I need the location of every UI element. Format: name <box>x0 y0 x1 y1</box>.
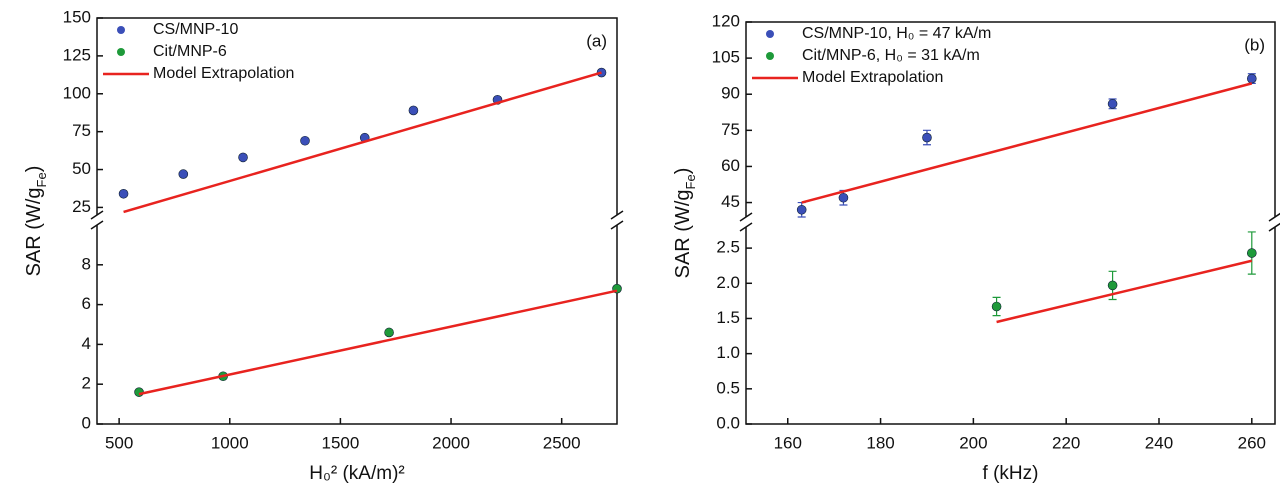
x-tick-label: 2000 <box>432 433 470 452</box>
data-point <box>134 387 144 397</box>
legend-label: CS/MNP-10, H₀ = 47 kA/m <box>802 25 991 42</box>
legend-swatch <box>766 30 774 38</box>
axis-break-mark <box>1268 212 1280 222</box>
x-axis-label: H₀² (kA/m)² <box>309 463 404 484</box>
y-tick-label: 0 <box>82 413 91 432</box>
x-tick-label: 220 <box>1052 433 1080 452</box>
data-point <box>838 192 849 203</box>
y-tick-label: 25 <box>72 197 91 216</box>
y-axis-label-part: SAR (W/g <box>23 187 45 276</box>
data-point <box>991 301 1002 312</box>
axis-break-mark <box>90 210 104 220</box>
data-point <box>1107 99 1118 109</box>
axis-break-mark <box>90 220 104 230</box>
y-tick-label: 2.0 <box>716 273 740 292</box>
panel: 500 1000 1500 2000 2500 0 2 4 6 8 25 50 75 100 125 150 H… <box>23 7 625 484</box>
y-axis-label: SAR (W/gFe) <box>23 166 49 277</box>
y-tick-label: 105 <box>712 48 740 67</box>
y-tick-label: 2.5 <box>716 238 740 257</box>
axis-break-mark <box>739 212 753 222</box>
axis-break-mark <box>739 222 753 232</box>
x-tick-label: 240 <box>1145 433 1173 452</box>
legend-label: Model Extrapolation <box>802 69 943 86</box>
data-point <box>384 327 394 338</box>
y-tick-label: 60 <box>721 156 740 175</box>
data-point <box>922 132 932 143</box>
x-tick-label: 500 <box>105 433 133 452</box>
break-gap <box>89 215 625 225</box>
model-line <box>801 82 1253 204</box>
y-axis-label-part: Fe <box>683 174 698 189</box>
y-tick-label: 6 <box>82 294 91 313</box>
y-tick-label: 2 <box>82 374 91 393</box>
y-tick-label: 90 <box>721 84 740 103</box>
axis-break-mark <box>610 220 624 230</box>
x-tick-label: 260 <box>1238 433 1266 452</box>
y-axis-label-part: ) <box>672 168 694 175</box>
legend-label: Cit/MNP-6, H₀ = 31 kA/m <box>802 47 980 64</box>
x-tick-label: 1500 <box>321 433 359 452</box>
data-point <box>238 152 248 163</box>
model-line <box>138 289 618 396</box>
y-tick-label: 1.5 <box>716 308 740 327</box>
data-point <box>796 204 807 215</box>
break-gap <box>738 217 1280 227</box>
y-tick-label: 1.0 <box>716 343 740 362</box>
axis-break-mark <box>1268 222 1280 232</box>
data-point <box>1107 280 1118 291</box>
data-point <box>300 135 310 146</box>
data-point <box>1246 73 1257 84</box>
y-tick-label: 75 <box>721 120 740 139</box>
data-point <box>118 188 129 199</box>
x-tick-label: 200 <box>959 433 987 452</box>
legend-label: Cit/MNP-6 <box>153 43 227 60</box>
y-axis-label: SAR (W/gFe) <box>672 168 698 279</box>
x-axis-label: f (kHz) <box>983 463 1039 484</box>
y-tick-label: 50 <box>72 159 91 178</box>
panel: 160 180 200 220 240 260 0.0 0.5 1.0 1.5 2.0 2.5 45 60… <box>672 11 1280 484</box>
y-tick-label: 0.5 <box>716 378 740 397</box>
x-tick-label: 1000 <box>211 433 249 452</box>
y-axis-label-part: Fe <box>34 172 49 187</box>
y-axis-label-part: SAR (W/g <box>672 189 694 278</box>
y-tick-label: 75 <box>72 121 91 140</box>
legend-label: CS/MNP-10 <box>153 21 238 38</box>
panel-label: (b) <box>1244 35 1265 54</box>
y-axis-label-part: ) <box>23 166 45 173</box>
model-line <box>123 71 602 214</box>
y-tick-label: 45 <box>721 192 740 211</box>
model-line <box>996 259 1253 324</box>
legend-label: Model Extrapolation <box>153 65 294 82</box>
y-tick-label: 125 <box>63 45 91 64</box>
y-tick-label: 100 <box>63 83 91 102</box>
y-tick-label: 8 <box>82 254 91 273</box>
data-point <box>178 169 189 179</box>
x-tick-label: 180 <box>866 433 894 452</box>
x-tick-label: 2500 <box>543 433 581 452</box>
panel-label: (a) <box>586 31 607 50</box>
y-tick-label: 4 <box>82 334 91 353</box>
legend-swatch <box>117 26 125 34</box>
axis-break-mark <box>610 210 624 220</box>
y-tick-label: 150 <box>63 7 91 26</box>
x-tick-label: 160 <box>774 433 802 452</box>
data-point <box>408 105 419 116</box>
legend-swatch <box>766 52 774 60</box>
legend-swatch <box>117 48 125 56</box>
data-point <box>1246 248 1257 258</box>
y-tick-label: 120 <box>712 11 740 30</box>
y-tick-label: 0.0 <box>716 413 740 432</box>
